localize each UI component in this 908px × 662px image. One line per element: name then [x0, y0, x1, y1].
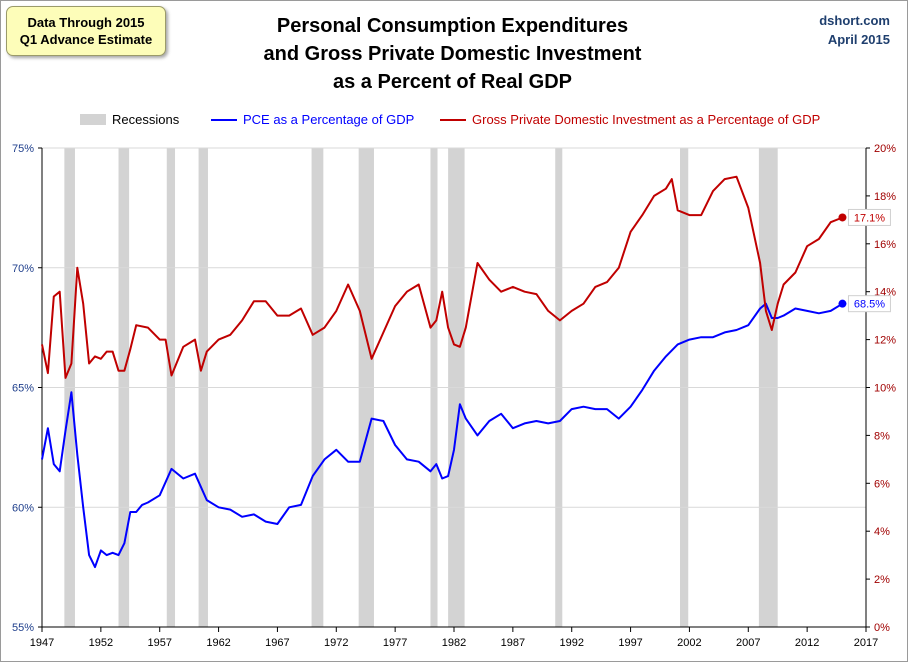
- chart-title-line-2: and Gross Private Domestic Investment: [263, 43, 642, 65]
- x-tick-label-13: 2012: [795, 637, 819, 649]
- x-tick-label-1: 1952: [89, 637, 113, 649]
- pce-end-marker: [838, 299, 847, 308]
- gpdi-end-label: 17.1%: [854, 212, 885, 224]
- data-note-box: Data Through 2015 Q1 Advance Estimate: [6, 6, 166, 56]
- grid-lines: [42, 147, 866, 508]
- legend-label-pce: PCE as a Percentage of GDP: [243, 112, 415, 127]
- chart-title-line-1: Personal Consumption Expenditures: [276, 15, 629, 37]
- x-tick-label-3: 1962: [206, 637, 230, 649]
- axes: 55%60%65%70%75%0%2%4%6%8%10%12%14%16%18%…: [12, 143, 896, 649]
- x-tick-label-2: 1957: [147, 637, 171, 649]
- legend-swatch-recessions: [80, 114, 106, 125]
- x-tick-label-11: 2002: [677, 637, 701, 649]
- data-note-line-1: Data Through 2015: [27, 15, 145, 30]
- x-tick-label-7: 1982: [442, 637, 466, 649]
- left-tick-label-4: 75%: [12, 143, 34, 155]
- pce-end-label: 68.5%: [854, 299, 885, 311]
- right-tick-label-4: 8%: [874, 430, 890, 442]
- left-tick-label-1: 60%: [12, 502, 34, 514]
- right-tick-label-9: 18%: [874, 191, 896, 203]
- right-tick-label-6: 12%: [874, 335, 896, 347]
- x-tick-label-14: 2017: [854, 637, 878, 649]
- pce-end-label-box: [847, 295, 891, 313]
- x-tick-label-6: 1977: [383, 637, 407, 649]
- x-tick-label-9: 1992: [559, 637, 583, 649]
- data-note-line-2: Q1 Advance Estimate: [19, 32, 153, 47]
- right-tick-label-8: 16%: [874, 239, 896, 251]
- legend-swatch-pce: [211, 118, 237, 121]
- legend-item-recessions: Recessions: [80, 112, 179, 127]
- pce-series-line: [41, 302, 844, 569]
- left-tick-label-3: 70%: [12, 263, 34, 275]
- gpdi-series-line: [41, 175, 843, 379]
- source-site: dshort.com: [819, 13, 890, 28]
- legend-label-recessions: Recessions: [112, 112, 180, 127]
- source-date: April 2015: [827, 32, 890, 47]
- x-tick-label-5: 1972: [324, 637, 348, 649]
- gpdi-end-marker: [838, 213, 847, 222]
- x-tick-label-0: 1947: [30, 637, 54, 649]
- x-tick-label-8: 1987: [501, 637, 525, 649]
- x-tick-label-4: 1967: [265, 637, 289, 649]
- legend-swatch-gpdi: [440, 118, 466, 121]
- right-tick-label-0: 0%: [874, 622, 890, 634]
- end-labels: 68.5% 17.1%: [847, 208, 891, 313]
- right-tick-label-3: 6%: [874, 478, 890, 490]
- series-lines: [41, 175, 847, 569]
- right-tick-label-2: 4%: [874, 526, 890, 538]
- x-tick-label-12: 2007: [736, 637, 760, 649]
- chart-title: Personal Consumption Expenditures and Gr…: [180, 12, 725, 96]
- gpdi-end-label-box: [847, 208, 891, 226]
- chart-title-line-3: as a Percent of Real GDP: [333, 71, 572, 93]
- right-tick-label-1: 2%: [874, 574, 890, 586]
- x-tick-label-10: 1997: [618, 637, 642, 649]
- left-tick-label-2: 65%: [12, 383, 34, 395]
- right-tick-label-10: 20%: [874, 143, 896, 155]
- chart-legend: Recessions PCE as a Percentage of GDP Gr…: [0, 112, 908, 130]
- right-tick-label-5: 10%: [874, 383, 896, 395]
- legend-item-pce: PCE as a Percentage of GDP: [211, 112, 414, 127]
- legend-label-gpdi: Gross Private Domestic Investment as a P…: [472, 112, 821, 127]
- source-credit: dshort.com April 2015: [819, 11, 890, 49]
- legend-item-gpdi: Gross Private Domestic Investment as a P…: [440, 112, 820, 127]
- left-tick-label-0: 55%: [12, 622, 34, 634]
